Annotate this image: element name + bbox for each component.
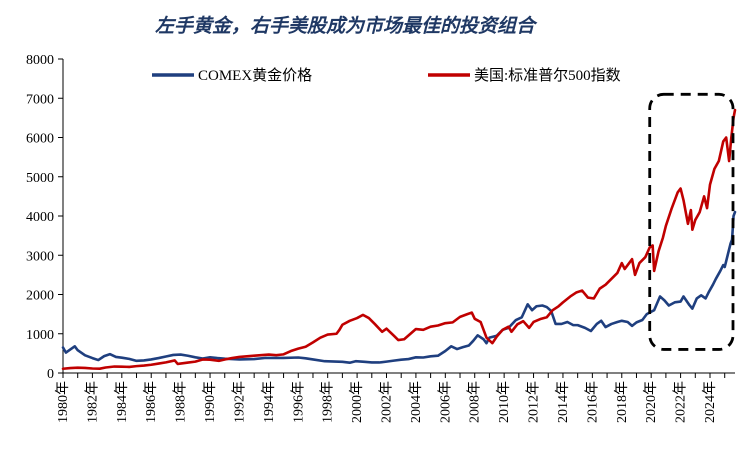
axes <box>62 59 735 374</box>
x-tick-label: 2000年 <box>349 381 365 423</box>
legend-label-comex-gold: COMEX黄金价格 <box>198 67 312 84</box>
legend-label-sp500: 美国:标准普尔500指数 <box>474 67 621 84</box>
y-tick-label: 4000 <box>26 210 54 225</box>
series-layer <box>61 108 737 371</box>
y-axis-ticks: 0 1000 2000 3000 4000 5000 6000 7000 8000 <box>26 53 63 382</box>
highlight-layer <box>648 92 735 351</box>
y-tick-label: 2000 <box>26 289 54 304</box>
x-tick-label: 2018年 <box>614 381 630 423</box>
x-tick-label: 1990年 <box>202 381 218 423</box>
x-tick-label: 1996年 <box>290 381 306 423</box>
x-tick-label: 1986年 <box>143 381 159 423</box>
y-tick-label: 1000 <box>26 328 54 343</box>
x-tick-label: 2012年 <box>526 381 542 423</box>
legend: COMEX黄金价格 美国:标准普尔500指数 <box>152 67 621 84</box>
y-tick-label: 5000 <box>26 171 54 186</box>
y-tick-label: 7000 <box>26 92 54 107</box>
y-tick-label: 6000 <box>26 132 54 147</box>
x-tick-label: 2016年 <box>584 381 600 423</box>
series-line-sp500 <box>61 108 737 371</box>
x-tick-label: 2024年 <box>702 381 718 423</box>
x-tick-label: 2010年 <box>496 381 512 423</box>
x-tick-label: 1994年 <box>261 381 277 423</box>
series-line-comex-gold <box>61 210 737 365</box>
x-tick-label: 1988年 <box>173 381 189 423</box>
x-tick-label: 2020年 <box>643 381 659 423</box>
x-tick-label: 1980年 <box>55 381 71 423</box>
x-axis-ticks: 1980年 1982年 1984年 1986年 1988年 1990年 1992年 1994年… <box>55 373 726 423</box>
x-tick-label: 2008年 <box>467 381 483 423</box>
x-tick-label: 2002年 <box>379 381 395 423</box>
y-tick-label: 0 <box>47 367 54 382</box>
x-tick-label: 2004年 <box>408 381 424 423</box>
x-tick-label: 1984年 <box>114 381 130 423</box>
x-tick-label: 2006年 <box>437 381 453 423</box>
x-tick-label: 1992年 <box>231 381 247 423</box>
x-tick-label: 2022年 <box>673 381 689 423</box>
x-tick-label: 1982年 <box>84 381 100 423</box>
y-tick-label: 3000 <box>26 249 54 264</box>
highlight-box <box>648 92 735 351</box>
y-tick-label: 8000 <box>26 53 54 68</box>
x-tick-label: 1998年 <box>320 381 336 423</box>
x-tick-label: 2014年 <box>555 381 571 423</box>
chart-title: 左手黄金，右手美股成为市场最佳的投资组合 <box>155 15 538 37</box>
